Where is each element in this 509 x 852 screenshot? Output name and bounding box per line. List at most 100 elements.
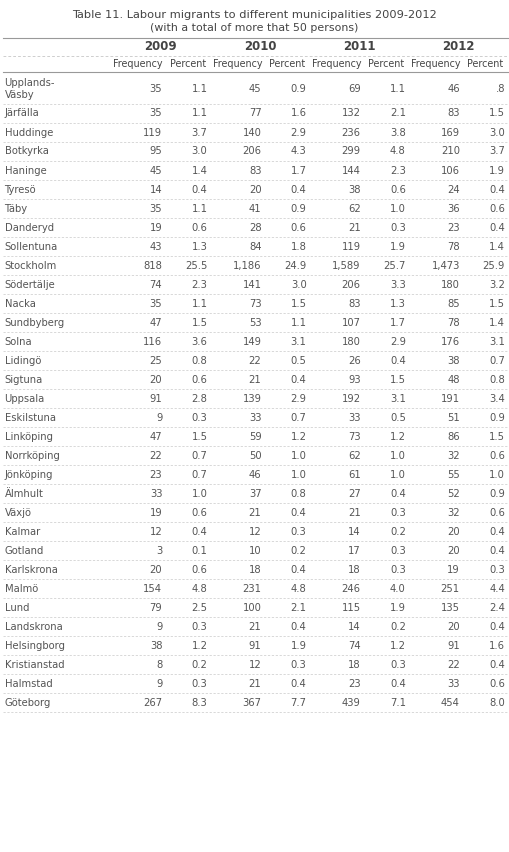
Text: Percent: Percent — [467, 59, 503, 69]
Text: 41: 41 — [249, 204, 262, 214]
Text: 18: 18 — [348, 659, 361, 670]
Text: 119: 119 — [342, 241, 361, 251]
Text: 26: 26 — [348, 355, 361, 366]
Text: 0.3: 0.3 — [390, 508, 406, 517]
Text: 19: 19 — [150, 222, 162, 233]
Text: 0.4: 0.4 — [489, 659, 505, 670]
Text: 0.3: 0.3 — [390, 659, 406, 670]
Text: 83: 83 — [447, 108, 460, 118]
Text: 0.5: 0.5 — [390, 412, 406, 423]
Text: 38: 38 — [447, 355, 460, 366]
Text: 0.6: 0.6 — [489, 451, 505, 460]
Text: 35: 35 — [150, 298, 162, 308]
Text: 1.0: 1.0 — [390, 469, 406, 480]
Text: Frequency: Frequency — [312, 59, 361, 69]
Text: 1.9: 1.9 — [489, 165, 505, 176]
Text: Frequency: Frequency — [114, 59, 163, 69]
Text: 1.5: 1.5 — [489, 298, 505, 308]
Text: 0.8: 0.8 — [489, 375, 505, 384]
Text: 0.4: 0.4 — [390, 678, 406, 688]
Text: .8: .8 — [495, 84, 505, 94]
Text: 77: 77 — [249, 108, 262, 118]
Text: 4.4: 4.4 — [489, 584, 505, 594]
Text: 0.6: 0.6 — [390, 185, 406, 194]
Text: Percent: Percent — [269, 59, 305, 69]
Text: 28: 28 — [249, 222, 262, 233]
Text: 37: 37 — [249, 488, 262, 498]
Text: 25.7: 25.7 — [383, 261, 406, 270]
Text: 0.3: 0.3 — [390, 545, 406, 556]
Text: Eskilstuna: Eskilstuna — [5, 412, 55, 423]
Text: 0.4: 0.4 — [291, 678, 306, 688]
Text: 0.5: 0.5 — [291, 355, 306, 366]
Text: 91: 91 — [150, 394, 162, 404]
Text: Jönköping: Jönköping — [5, 469, 53, 480]
Text: 299: 299 — [342, 147, 361, 157]
Text: 191: 191 — [441, 394, 460, 404]
Text: 0.3: 0.3 — [390, 222, 406, 233]
Text: Norrköping: Norrköping — [5, 451, 60, 460]
Text: 132: 132 — [342, 108, 361, 118]
Text: 0.6: 0.6 — [291, 222, 306, 233]
Text: 78: 78 — [447, 318, 460, 327]
Text: 149: 149 — [242, 337, 262, 347]
Text: 0.6: 0.6 — [489, 678, 505, 688]
Text: 35: 35 — [150, 204, 162, 214]
Text: 1.6: 1.6 — [489, 641, 505, 650]
Text: 52: 52 — [447, 488, 460, 498]
Text: 3.4: 3.4 — [489, 394, 505, 404]
Text: 1.5: 1.5 — [390, 375, 406, 384]
Text: 8.3: 8.3 — [192, 698, 207, 707]
Text: 0.4: 0.4 — [192, 527, 207, 537]
Text: 1.9: 1.9 — [291, 641, 306, 650]
Text: 0.4: 0.4 — [291, 375, 306, 384]
Text: 3.0: 3.0 — [489, 128, 505, 137]
Text: 0.4: 0.4 — [489, 222, 505, 233]
Text: Täby: Täby — [5, 204, 27, 214]
Text: 0.3: 0.3 — [390, 565, 406, 574]
Text: 1.2: 1.2 — [291, 431, 306, 441]
Text: 3.7: 3.7 — [489, 147, 505, 157]
Text: 3.7: 3.7 — [191, 128, 207, 137]
Text: 236: 236 — [342, 128, 361, 137]
Text: 74: 74 — [348, 641, 361, 650]
Text: 3.1: 3.1 — [390, 394, 406, 404]
Text: 59: 59 — [249, 431, 262, 441]
Text: 19: 19 — [447, 565, 460, 574]
Text: 3.1: 3.1 — [291, 337, 306, 347]
Text: 0.9: 0.9 — [291, 84, 306, 94]
Text: 180: 180 — [441, 279, 460, 290]
Text: Sollentuna: Sollentuna — [5, 241, 58, 251]
Text: 0.2: 0.2 — [390, 527, 406, 537]
Text: Solna: Solna — [5, 337, 32, 347]
Text: 86: 86 — [447, 431, 460, 441]
Text: 107: 107 — [342, 318, 361, 327]
Text: 1.1: 1.1 — [191, 84, 207, 94]
Text: 206: 206 — [342, 279, 361, 290]
Text: 1.0: 1.0 — [191, 488, 207, 498]
Text: 439: 439 — [342, 698, 361, 707]
Text: 0.3: 0.3 — [489, 565, 505, 574]
Text: 45: 45 — [150, 165, 162, 176]
Text: 1.5: 1.5 — [489, 431, 505, 441]
Text: 10: 10 — [249, 545, 262, 556]
Text: 0.6: 0.6 — [191, 222, 207, 233]
Text: 45: 45 — [249, 84, 262, 94]
Text: Järfälla: Järfälla — [5, 108, 39, 118]
Text: 12: 12 — [249, 527, 262, 537]
Text: 0.6: 0.6 — [489, 508, 505, 517]
Text: 47: 47 — [150, 318, 162, 327]
Text: 0.4: 0.4 — [390, 488, 406, 498]
Text: Haninge: Haninge — [5, 165, 46, 176]
Text: 22: 22 — [447, 659, 460, 670]
Text: 33: 33 — [150, 488, 162, 498]
Text: 12: 12 — [150, 527, 162, 537]
Text: 23: 23 — [447, 222, 460, 233]
Text: 1.1: 1.1 — [390, 84, 406, 94]
Text: 32: 32 — [447, 451, 460, 460]
Text: 73: 73 — [249, 298, 262, 308]
Text: Danderyd: Danderyd — [5, 222, 53, 233]
Text: 1.0: 1.0 — [390, 451, 406, 460]
Text: Landskrona: Landskrona — [5, 621, 62, 631]
Text: 84: 84 — [249, 241, 262, 251]
